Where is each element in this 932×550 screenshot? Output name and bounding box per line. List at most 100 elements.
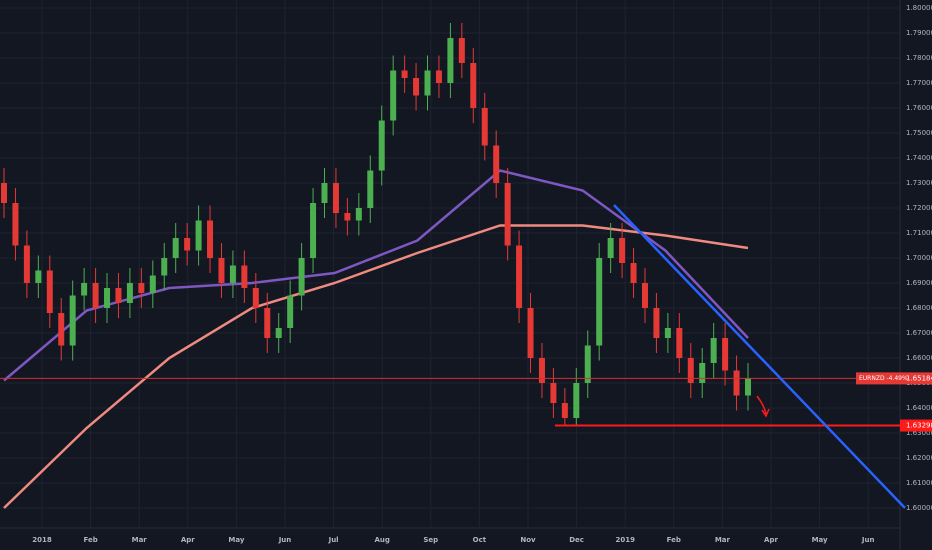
candle-body [699,363,706,383]
candle-body [527,308,534,358]
candle-body [275,328,282,338]
candle-body [115,288,122,303]
candle-body [355,208,362,221]
x-tick-label: Jun [278,536,292,544]
candle-body [538,358,545,383]
x-tick-label: 2019 [615,536,635,544]
candle-body [46,270,53,313]
candle-body [676,328,683,358]
x-tick-label: Mar [715,536,731,544]
candle-body [550,383,557,403]
y-tick-label: 1.79000 [906,29,932,37]
candle-body [104,288,111,308]
candle-body [722,338,729,371]
last-price-label: 1.65184 [906,374,932,382]
candle-body [241,265,248,288]
symbol-label: EURNZD -4.49% [859,375,908,382]
y-tick-label: 1.78000 [906,54,932,62]
candle-body [332,183,339,213]
candle-body [367,170,374,208]
y-tick-label: 1.71000 [906,229,932,237]
x-tick-label: Mar [132,536,148,544]
arrow-head [761,408,770,418]
candle-body [92,283,99,308]
x-tick-label: Apr [181,536,195,544]
candle-body [138,283,145,293]
y-tick-label: 1.72000 [906,204,932,212]
candle-body [584,345,591,383]
candle-body [252,288,259,308]
x-tick-label: Apr [764,536,778,544]
x-tick-label: Feb [83,536,97,544]
y-tick-label: 1.68000 [906,304,932,312]
arrow [756,395,767,415]
candle-body [287,295,294,328]
candle-body [35,270,42,283]
x-tick-label: 2018 [32,536,52,544]
candle-body [298,258,305,296]
y-tick-label: 1.76000 [906,104,932,112]
y-tick-label: 1.70000 [906,254,932,262]
y-tick-label: 1.66000 [906,354,932,362]
candle-body [264,308,271,338]
y-tick-label: 1.61000 [906,479,932,487]
candle-body [470,63,477,108]
candle-body [81,283,88,296]
x-tick-label: Sep [423,536,438,544]
candle-body [413,78,420,96]
candle-body [401,70,408,78]
candle-body [447,38,454,83]
last-price-tag [856,372,932,385]
candle-body [745,378,751,396]
moving-average [3,224,749,509]
y-tick-label: 1.64000 [906,404,932,412]
y-tick-label: 1.74000 [906,154,932,162]
candle-body [207,220,214,258]
candle-body [195,220,202,251]
candle-body [561,403,568,418]
y-tick-label: 1.63000 [906,429,932,437]
candle-body [653,308,660,338]
y-tick-label: 1.69000 [906,279,932,287]
x-tick-label: Aug [374,536,389,544]
candle-body [630,263,637,283]
x-tick-label: Nov [520,536,536,544]
candle-body [641,283,648,308]
x-tick-label: Oct [473,536,487,544]
candle-body [390,70,397,121]
candle-body [516,245,523,308]
candle-body [184,238,191,251]
candle-body [12,203,19,246]
y-tick-label: 1.73000 [906,179,932,187]
candle-body [596,258,603,346]
candle-body [664,328,671,338]
candle-body [424,70,431,96]
candle-body [710,338,717,363]
y-tick-label: 1.60000 [906,504,932,512]
candle-body [733,370,740,396]
x-tick-label: Feb [667,536,681,544]
x-tick-label: May [228,536,244,544]
candle-body [126,283,133,303]
labels: 1.600001.610001.620001.630001.640001.650… [32,4,932,544]
candle-body [619,238,626,263]
y-tick-label: 1.80000 [906,4,932,12]
candle-body [310,203,317,258]
candle-body [687,358,694,383]
candle-body [58,313,65,346]
candle-body [23,245,30,283]
candle-body [493,145,500,183]
candle-body [69,295,76,346]
candle-body [481,108,488,146]
y-tick-label: 1.75000 [906,129,932,137]
candle-body [344,213,351,221]
candle-body [161,258,168,276]
y-tick-label: 1.62000 [906,454,932,462]
y-tick-label: 1.67000 [906,329,932,337]
x-tick-label: Jul [328,536,339,544]
x-tick-label: Dec [569,536,584,544]
candle-body [218,258,225,283]
candle-body [172,238,179,258]
candle-body [458,38,465,63]
